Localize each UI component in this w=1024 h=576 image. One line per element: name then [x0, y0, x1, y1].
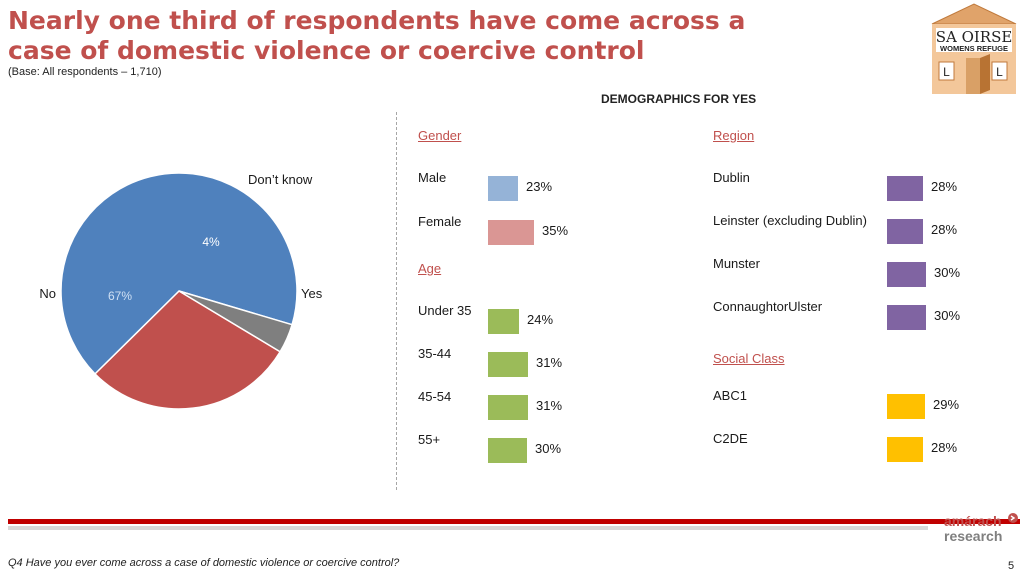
row-label: Munster	[713, 256, 760, 271]
question-footnote: Q4 Have you ever come across a case of d…	[8, 557, 400, 569]
pie-category-label: No	[39, 286, 56, 301]
bar	[488, 352, 528, 377]
section-divider	[396, 112, 397, 490]
pie-category-label: Don’t know	[248, 172, 313, 187]
section-heading: Region	[713, 128, 755, 143]
section-heading: Social Class	[713, 351, 785, 366]
bar	[887, 262, 926, 287]
bar	[887, 394, 925, 419]
footer-red-rule	[8, 519, 1020, 524]
amarach-logo: amárach research	[944, 513, 1018, 544]
brand-line1: amárach	[944, 513, 1002, 529]
logo-line2: WOMENS REFUGE	[940, 44, 1008, 53]
brand-line2: research	[944, 528, 1002, 544]
pie-value-label: 4%	[202, 235, 220, 249]
bar	[887, 437, 923, 462]
value-label: 30%	[535, 441, 562, 456]
bar	[488, 395, 528, 420]
value-label: 35%	[542, 223, 569, 238]
value-label: 28%	[931, 440, 958, 455]
pie-value-label: 67%	[108, 289, 132, 303]
base-note: (Base: All respondents – 1,710)	[8, 66, 162, 78]
value-label: 23%	[526, 179, 553, 194]
logo-letter-left: L	[943, 65, 950, 79]
row-label: 35-44	[418, 346, 452, 361]
demographics-heading: DEMOGRAPHICS FOR YES	[601, 92, 757, 106]
row-label: 55+	[418, 432, 441, 447]
value-label: 24%	[527, 312, 554, 327]
section-heading: Age	[418, 261, 442, 276]
row-label: ABC1	[713, 388, 747, 403]
logo-line1: SA OIRSE	[936, 28, 1013, 46]
footer-grey-rule	[8, 526, 928, 530]
pie-slice	[178, 290, 294, 353]
page-number: 5	[1008, 560, 1015, 572]
value-label: 31%	[536, 355, 563, 370]
row-label: C2DE	[713, 431, 748, 446]
row-label: Female	[418, 214, 462, 229]
bar	[887, 305, 926, 330]
value-label: 30%	[934, 308, 961, 323]
row-label: Under 35	[418, 303, 472, 318]
row-label: Male	[418, 170, 447, 185]
pie-category-label: Yes	[301, 286, 323, 301]
value-label: 31%	[536, 398, 563, 413]
logo-letter-right: L	[996, 65, 1003, 79]
pie-slice	[60, 172, 298, 375]
bar	[887, 176, 923, 201]
bar	[488, 176, 518, 201]
bar	[488, 438, 527, 463]
pie-slice	[93, 290, 282, 410]
section-heading: Gender	[418, 128, 462, 143]
page-title: Nearly one third of respondents have com…	[8, 6, 746, 65]
value-label: 30%	[934, 265, 961, 280]
saoirse-logo: SA OIRSE WOMENS REFUGE L L	[931, 3, 1017, 94]
row-label: Dublin	[713, 170, 750, 185]
row-label: Leinster (excluding Dublin)	[713, 213, 867, 228]
value-label: 29%	[933, 397, 960, 412]
value-label: 28%	[931, 222, 958, 237]
row-label: 45-54	[418, 389, 452, 404]
value-label: 28%	[931, 179, 958, 194]
bar	[887, 219, 923, 244]
row-label: ConnaughtorUlster	[713, 299, 823, 314]
bar	[488, 309, 519, 334]
bar	[488, 220, 534, 245]
